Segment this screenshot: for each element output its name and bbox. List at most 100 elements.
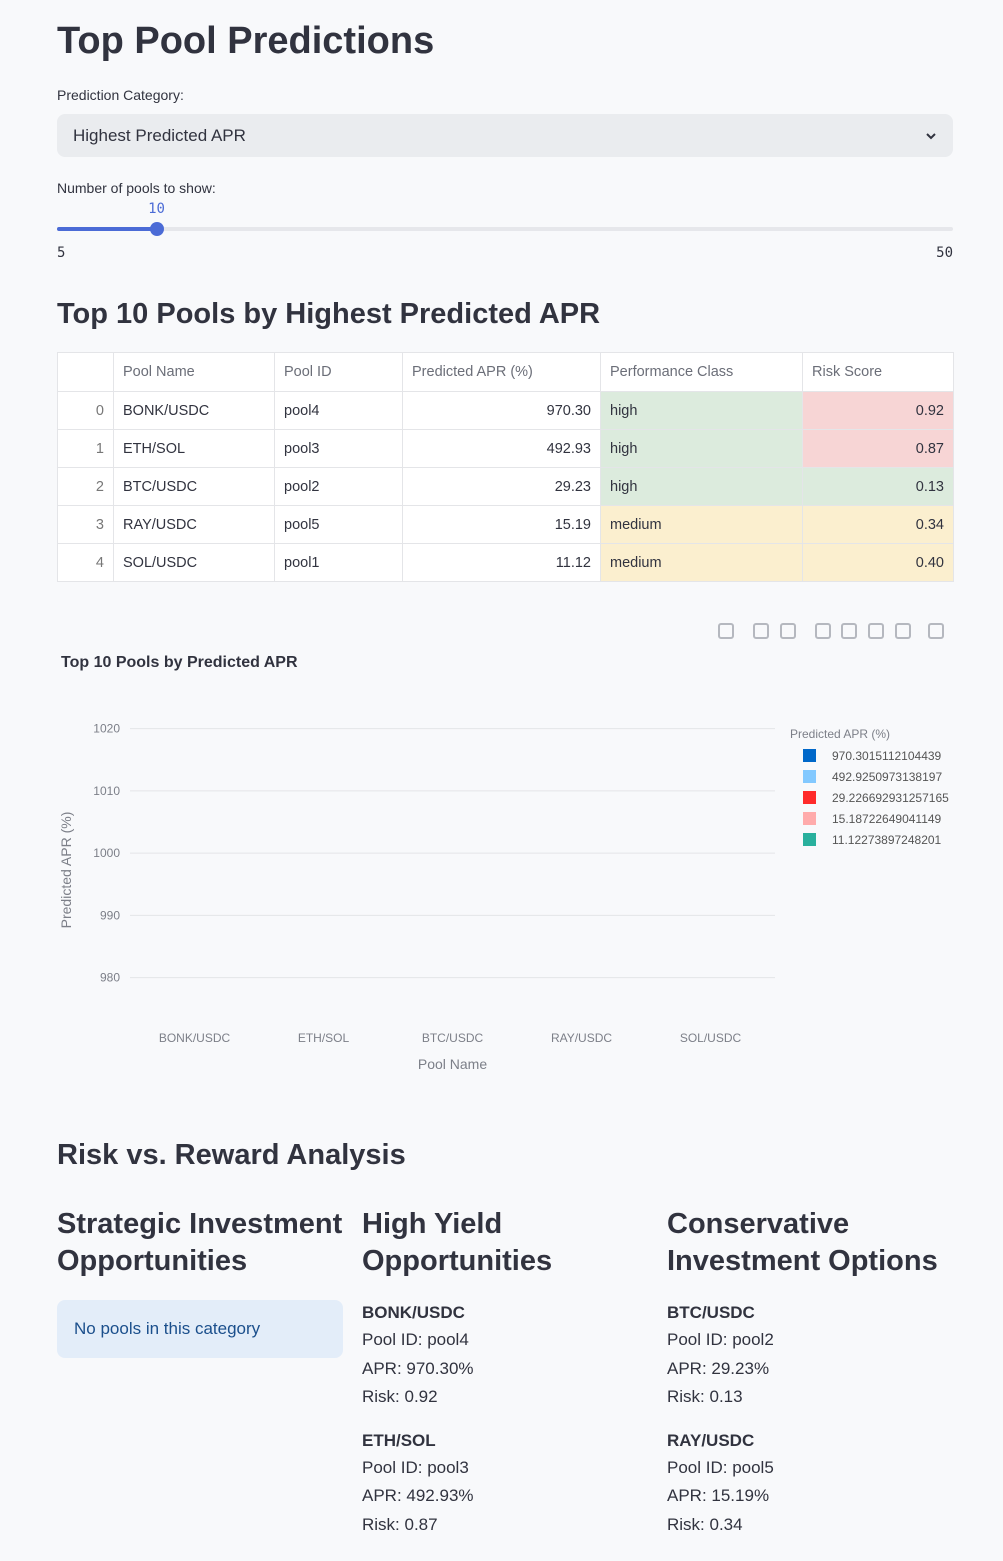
pool-detail: Pool ID: pool3	[362, 1457, 469, 1477]
pool-detail: APR: 492.93%	[362, 1486, 474, 1505]
table-cell: RAY/USDC	[113, 505, 275, 544]
toolbar-icon	[868, 623, 884, 639]
column-title: High Yield Opportunities	[362, 1208, 553, 1277]
x-tick-label: BTC/USDC	[422, 1031, 484, 1045]
bar	[659, 1015, 762, 1090]
x-tick-label: SOL/USDC	[680, 1031, 742, 1045]
toolbar-icon	[780, 623, 796, 639]
y-tick-label: 1020	[93, 722, 120, 736]
slider-label: Number of pools to show:	[57, 180, 216, 196]
legend-swatch	[803, 812, 816, 825]
pool-detail: Pool ID: pool5	[667, 1457, 774, 1477]
bar	[530, 1015, 633, 1090]
x-tick-label: BONK/USDC	[159, 1031, 231, 1045]
category-select[interactable]: Highest Predicted APR	[57, 114, 953, 157]
table-cell: 2	[57, 467, 114, 506]
page-title: Top Pool Predictions	[57, 20, 435, 62]
table-row: 1 ETH/SOL pool3 492.93 high 0.87	[57, 429, 954, 468]
header-cell	[57, 352, 114, 392]
table-cell: BTC/USDC	[113, 467, 275, 506]
table-row: 4 SOL/USDC pool1 11.12 medium 0.40	[57, 543, 954, 582]
pool-name: BTC/USDC	[667, 1303, 755, 1322]
legend-label: 11.12273897248201	[832, 833, 942, 847]
table-cell: 3	[57, 505, 114, 544]
table-cell: 29.23	[402, 467, 601, 506]
section-title: Risk vs. Reward Analysis	[57, 1139, 406, 1171]
y-tick-label: 990	[100, 908, 120, 922]
slider-knob	[149, 222, 164, 236]
x-axis-label: Pool Name	[418, 1056, 487, 1072]
section-title: Top 10 Pools by Highest Predicted APR	[57, 298, 601, 330]
slider[interactable]: 10 5 50	[57, 200, 953, 264]
table-cell: 11.12	[402, 543, 601, 582]
slider-fill	[57, 227, 157, 231]
pool-detail: Risk: 0.13	[667, 1387, 743, 1406]
header-cell: Pool ID	[274, 352, 403, 392]
chart: Top 10 Pools by Predicted APR 980 990 1000 1…	[58, 623, 949, 1090]
table-cell: pool5	[274, 505, 403, 544]
legend-title: Predicted APR (%)	[790, 727, 890, 741]
pool-name: RAY/USDC	[667, 1430, 755, 1450]
table-cell: 4	[57, 543, 114, 582]
x-tick-label: ETH/SOL	[298, 1031, 350, 1045]
table-cell: pool3	[274, 429, 403, 468]
legend-label: 970.3015112104439	[832, 749, 942, 763]
pool-detail: APR: 970.30%	[362, 1358, 474, 1378]
info-box: No pools in this category	[57, 1300, 343, 1358]
pool-entry: BONK/USDC Pool ID: pool4 APR: 970.30% Risk:…	[362, 1300, 652, 1412]
chevron	[926, 133, 936, 140]
table-cell: 0.87	[802, 429, 954, 468]
legend-swatch	[803, 770, 816, 783]
bar	[272, 1015, 375, 1090]
pool-detail: APR: 15.19%	[667, 1486, 770, 1505]
toolbar-icon	[718, 623, 734, 639]
y-tick-label: 980	[100, 971, 120, 985]
column-title: Strategic Investment Opportunities	[57, 1208, 343, 1277]
pool-entry: BTC/USDC Pool ID: pool2 APR: 29.23% Risk: 0…	[667, 1300, 957, 1412]
table-cell: pool4	[274, 391, 403, 430]
legend-swatch	[803, 833, 816, 846]
column-title: Conservative Investment Options	[667, 1208, 938, 1277]
bar	[401, 1015, 504, 1090]
table-cell: high	[600, 391, 803, 430]
table-row: 2 BTC/USDC pool2 29.23 high 0.13	[57, 467, 954, 506]
slider-min: 5	[57, 245, 66, 261]
pool-name: BONK/USDC	[362, 1303, 465, 1322]
toolbar-icon	[841, 623, 857, 639]
table-row: 3 RAY/USDC pool5 15.19 medium 0.34	[57, 505, 954, 544]
legend-label: 29.226692931257165	[832, 791, 949, 805]
header-row: Pool Name Pool ID Predicted APR (%) Perform…	[57, 352, 954, 392]
slider-value: 10	[148, 201, 165, 217]
toolbar-icon	[753, 623, 769, 639]
table-cell: 1	[57, 429, 114, 468]
pool-detail: APR: 29.23%	[667, 1358, 770, 1378]
pool-detail: Pool ID: pool2	[667, 1330, 774, 1349]
y-tick-label: 1000	[93, 846, 120, 860]
legend-swatch	[803, 749, 816, 762]
table-cell: ETH/SOL	[113, 429, 275, 468]
header-cell: Pool Name	[113, 352, 275, 392]
chart-title: Top 10 Pools by Predicted APR	[61, 654, 298, 671]
toolbar-icon	[895, 623, 911, 639]
legend-swatch	[803, 791, 816, 804]
x-tick-label: RAY/USDC	[551, 1031, 612, 1045]
table-cell: high	[600, 429, 803, 468]
table-cell: 0	[57, 391, 114, 430]
pool-entry: RAY/USDC Pool ID: pool5 APR: 15.19% Risk: 0…	[667, 1428, 957, 1540]
y-tick-label: 1010	[93, 784, 120, 798]
pool-detail: Pool ID: pool4	[362, 1330, 469, 1349]
table-cell: BONK/USDC	[113, 391, 275, 430]
table-cell: pool1	[274, 543, 403, 582]
toolbar-icon	[815, 623, 831, 639]
table-cell: 492.93	[402, 429, 601, 468]
risk-column: Conservative Investment Options BTC/USDC P…	[667, 1206, 957, 1555]
select-value: Highest Predicted APR	[73, 126, 246, 145]
table-cell: pool2	[274, 467, 403, 506]
table-cell: medium	[600, 543, 803, 582]
pool-name: ETH/SOL	[362, 1430, 436, 1450]
pool-detail: Risk: 0.87	[362, 1514, 438, 1534]
y-axis-label: Predicted APR (%)	[58, 812, 74, 929]
header-cell: Risk Score	[802, 352, 954, 392]
legend-label: 15.18722649041149	[832, 812, 942, 826]
table-cell: 0.34	[802, 505, 954, 544]
